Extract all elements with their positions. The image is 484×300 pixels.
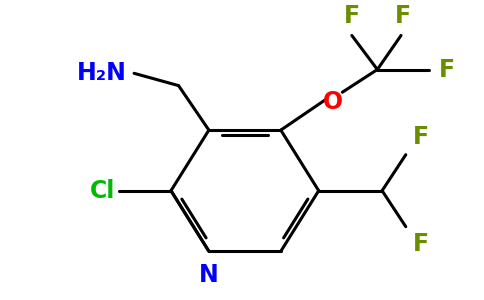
Text: Cl: Cl xyxy=(90,179,115,203)
Text: F: F xyxy=(412,125,428,149)
Text: F: F xyxy=(395,4,411,28)
Text: F: F xyxy=(344,4,360,28)
Text: O: O xyxy=(323,90,343,114)
Text: F: F xyxy=(439,58,455,82)
Text: H₂N: H₂N xyxy=(76,61,126,85)
Text: F: F xyxy=(412,232,428,256)
Text: N: N xyxy=(199,262,219,286)
